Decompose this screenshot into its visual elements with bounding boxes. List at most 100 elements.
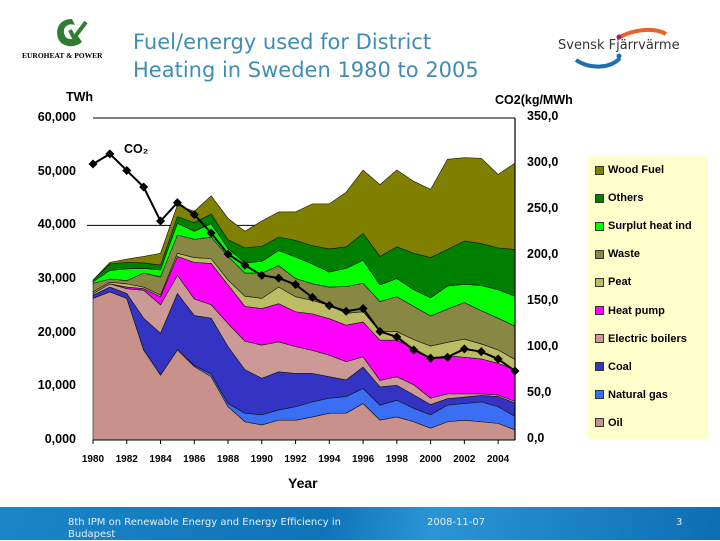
x-tick-label: 1984: [149, 454, 172, 465]
legend-item: Natural gas: [595, 389, 668, 401]
legend-swatch: [595, 418, 604, 428]
legend-item: Coal: [595, 361, 632, 373]
y-tick-label: 30,000: [37, 271, 76, 285]
co2-marker: [122, 165, 132, 175]
co2-marker: [375, 326, 385, 336]
x-tick-label: 1996: [351, 454, 375, 465]
y2-tick-label: 200,0: [527, 247, 559, 261]
x-tick-label: 2000: [419, 454, 442, 465]
slide-title: Fuel/energy used for District Heating in…: [133, 30, 479, 82]
legend: Wood Fuel Others Surplut heat ind Waste Peat…: [587, 155, 708, 439]
legend-label: Oil: [608, 416, 623, 429]
y2-axis-label: CO2(kg/MWh: [495, 93, 573, 107]
co2-marker: [274, 273, 284, 283]
x-axis-label: Year: [288, 475, 318, 491]
euroheat-logo-text: EUROHEAT & POWER: [22, 51, 103, 60]
co2-marker: [88, 159, 98, 169]
legend-swatch: [595, 249, 604, 259]
co2-marker: [476, 347, 486, 357]
legend-label: Electric boilers: [608, 332, 687, 345]
x-tick-label: 2002: [453, 454, 476, 465]
co2-marker: [307, 292, 317, 302]
legend-item: Heat pump: [595, 305, 665, 317]
co2-marker: [139, 182, 149, 192]
co2-marker: [206, 228, 216, 238]
legend-label: Heat pump: [608, 304, 665, 317]
co2-marker: [392, 332, 402, 342]
legend-item: Surplut heat ind: [595, 220, 692, 232]
co2-marker: [493, 354, 503, 364]
y2-tick-label: 100,0: [527, 339, 559, 353]
legend-swatch: [595, 306, 604, 315]
y2-tick-label: 150,0: [527, 293, 559, 307]
legend-item: Electric boilers: [595, 333, 687, 345]
co2-marker: [172, 198, 182, 208]
y-tick-label: 0,000: [44, 432, 76, 446]
legend-swatch: [595, 334, 604, 344]
svensk-fjarrvarme-text: Svensk Fjärrvärme: [558, 38, 680, 53]
y-tick-label: 20,000: [37, 324, 76, 339]
co2-marker: [442, 352, 452, 362]
legend-label: Peat: [608, 276, 632, 289]
legend-label: Wood Fuel: [608, 164, 665, 176]
x-tick-label: 1986: [183, 454, 206, 465]
footer-date: 2008-11-07: [427, 517, 486, 528]
euroheat-leaf-icon: [57, 19, 88, 47]
co2-marker: [105, 149, 115, 159]
svensk-fjarrvarme-swoosh-icon: [574, 27, 668, 69]
x-tick-label: 1982: [115, 454, 138, 465]
co2-marker: [291, 280, 301, 290]
x-tick-label: 1992: [284, 454, 307, 465]
legend-label: Natural gas: [608, 388, 668, 401]
x-tick-label: 1988: [216, 454, 240, 465]
y2-tick-label: 0,0: [527, 431, 545, 445]
y-tick-label: 50,000: [37, 163, 76, 178]
legend-swatch: [595, 362, 604, 372]
legend-item: Wood Fuel: [595, 164, 664, 176]
co2-annotation: CO₂: [124, 142, 149, 156]
x-tick-label: 2004: [486, 454, 510, 465]
y2-tick-label: 300,0: [527, 155, 559, 169]
co2-marker: [358, 303, 368, 313]
y-axis-label: TWh: [66, 90, 94, 104]
co2-marker: [459, 344, 469, 354]
y2-tick-label: 250,0: [527, 201, 559, 215]
co2-marker: [189, 210, 199, 220]
legend-swatch: [595, 165, 604, 175]
legend-swatch: [595, 193, 604, 203]
legend-item: Waste: [595, 248, 640, 260]
x-tick-label: 1994: [318, 454, 341, 465]
co2-marker: [223, 249, 233, 259]
legend-item: Oil: [595, 417, 623, 429]
y-tick-label: 10,000: [37, 378, 76, 393]
euroheat-logo: EUROHEAT & POWER: [22, 16, 117, 66]
y-tick-label: 60,000: [37, 110, 76, 124]
footer-event: 8th IPM on Renewable Energy and Energy E…: [68, 517, 341, 540]
legend-item: Others: [595, 192, 643, 204]
footer-page-number: 3: [676, 517, 683, 528]
co2-marker: [510, 366, 520, 376]
footer-bar: 8th IPM on Renewable Energy and Energy E…: [0, 507, 720, 540]
x-tick-label: 1990: [250, 454, 273, 465]
y2-tick-label: 50,0: [527, 385, 552, 399]
x-tick-label: 1980: [81, 454, 105, 465]
svensk-fjarrvarme-logo: Svensk Fjärrvärme: [556, 24, 698, 72]
x-tick-label: 1998: [385, 454, 408, 465]
legend-label: Surplut heat ind: [608, 220, 692, 233]
y-tick-label: 40,000: [37, 217, 76, 232]
legend-swatch: [595, 390, 604, 400]
legend-label: Waste: [608, 248, 640, 261]
co2-marker: [341, 306, 351, 316]
legend-swatch: [595, 221, 604, 231]
co2-marker: [240, 260, 250, 270]
co2-marker: [426, 353, 436, 363]
legend-item: Peat: [595, 276, 631, 288]
legend-swatch: [595, 277, 604, 287]
y2-tick-label: 350,0: [527, 109, 559, 123]
co2-marker: [324, 301, 334, 311]
co2-marker: [257, 270, 267, 280]
co2-marker: [409, 345, 419, 355]
co2-marker: [156, 216, 166, 226]
legend-label: Others: [608, 192, 644, 205]
